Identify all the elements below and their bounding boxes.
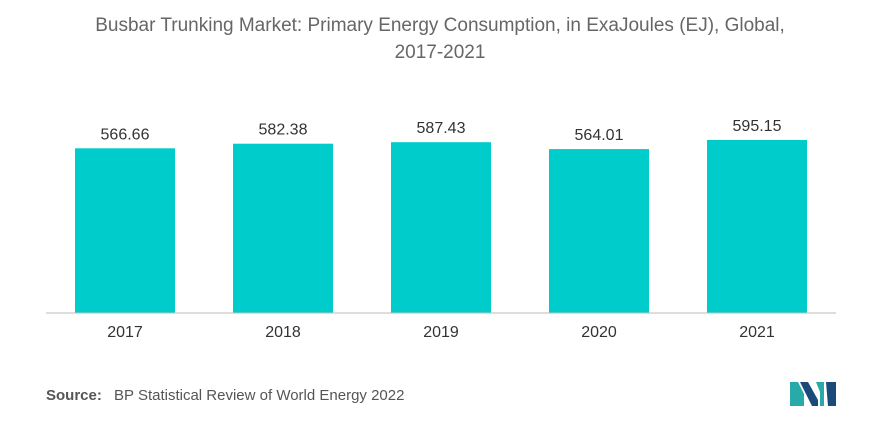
value-label-2021: 595.15 bbox=[733, 118, 782, 135]
bar-2017 bbox=[75, 148, 175, 313]
value-label-2019: 587.43 bbox=[417, 120, 466, 137]
chart-title-line-1: Busbar Trunking Market: Primary Energy C… bbox=[95, 15, 785, 36]
bar-2018 bbox=[233, 143, 333, 313]
logo-shape-right bbox=[816, 382, 824, 406]
x-tick-label-2017: 2017 bbox=[107, 324, 143, 341]
source-note: Source: BP Statistical Review of World E… bbox=[46, 387, 404, 404]
source-text: BP Statistical Review of World Energy 20… bbox=[114, 387, 405, 404]
bar-2020 bbox=[549, 149, 649, 313]
x-tick-label-2021: 2021 bbox=[739, 324, 775, 341]
chart-title-line-2: 2017-2021 bbox=[394, 42, 486, 63]
x-tick-label-2019: 2019 bbox=[423, 324, 459, 341]
value-label-2017: 566.66 bbox=[101, 126, 150, 143]
chart-title: Busbar Trunking Market: Primary Energy C… bbox=[0, 12, 880, 66]
bar-2021 bbox=[707, 140, 807, 313]
x-tick-label-2020: 2020 bbox=[581, 324, 617, 341]
logo-shape-far-right bbox=[826, 382, 836, 406]
source-label: Source: bbox=[46, 387, 102, 404]
bar-2019 bbox=[391, 142, 491, 313]
logo-shape-left bbox=[790, 382, 804, 406]
labels-group: 566.66 2017 582.38 2018 587.43 2019 564.01 2020… bbox=[101, 118, 782, 341]
value-label-2020: 564.01 bbox=[575, 127, 624, 144]
mordor-intelligence-logo-icon bbox=[790, 382, 836, 406]
logo-shape-mid bbox=[800, 382, 818, 406]
value-label-2018: 582.38 bbox=[259, 122, 308, 139]
x-tick-label-2018: 2018 bbox=[265, 324, 301, 341]
bars-group bbox=[75, 140, 807, 313]
